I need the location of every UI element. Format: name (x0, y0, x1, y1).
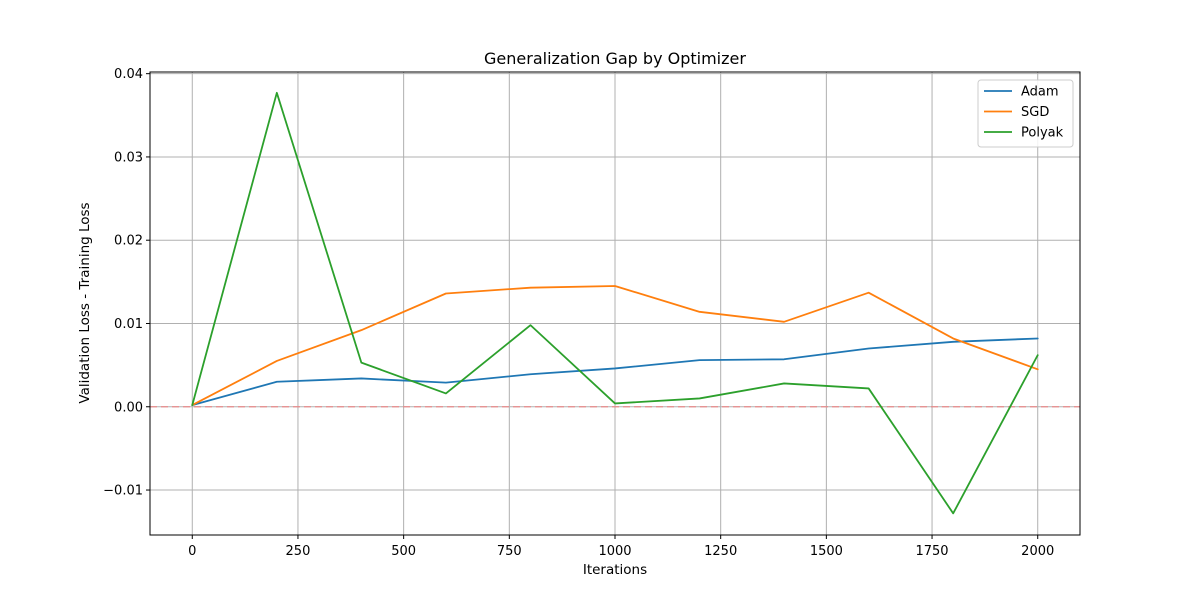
x-axis-label: Iterations (583, 562, 647, 578)
legend: Adam SGD Polyak (977, 79, 1074, 148)
x-tick-label: 1500 (810, 544, 843, 559)
chart-title: Generalization Gap by Optimizer (484, 49, 746, 68)
x-tick-label: 750 (497, 544, 522, 559)
y-tick-label: 0.03 (114, 150, 143, 165)
legend-frame (977, 79, 1074, 148)
series-line-polyak (191, 91, 1039, 515)
legend-items: Adam SGD Polyak (984, 85, 1064, 141)
series-line-sgd (191, 285, 1039, 406)
y-tick-label: 0.01 (114, 317, 143, 332)
x-tick-label: 0 (188, 544, 196, 559)
x-tick-label: 1000 (598, 544, 631, 559)
x-axis-ticks: 0 250 500 750 1000 1250 1500 1750 2000 (188, 535, 1054, 559)
series-line-adam (191, 337, 1039, 406)
y-tick-label: −0.01 (103, 484, 143, 499)
x-tick-label: 500 (391, 544, 416, 559)
y-axis-label: Validation Loss - Training Loss (77, 202, 93, 403)
y-tick-label: 0.02 (114, 234, 143, 249)
y-axis-ticks: −0.01 0.00 0.01 0.02 0.03 0.04 (103, 67, 150, 499)
x-tick-label: 1250 (704, 544, 737, 559)
x-tick-label: 2000 (1021, 544, 1054, 559)
y-tick-label: 0.00 (114, 400, 143, 415)
grid (150, 72, 1080, 535)
x-tick-label: 250 (286, 544, 311, 559)
legend-label-adam: Adam (1021, 85, 1059, 100)
y-tick-label: 0.04 (114, 67, 143, 82)
legend-label-sgd: SGD (1021, 105, 1049, 120)
x-tick-label: 1750 (915, 544, 948, 559)
series-group (191, 91, 1039, 515)
legend-label-polyak: Polyak (1021, 126, 1064, 141)
